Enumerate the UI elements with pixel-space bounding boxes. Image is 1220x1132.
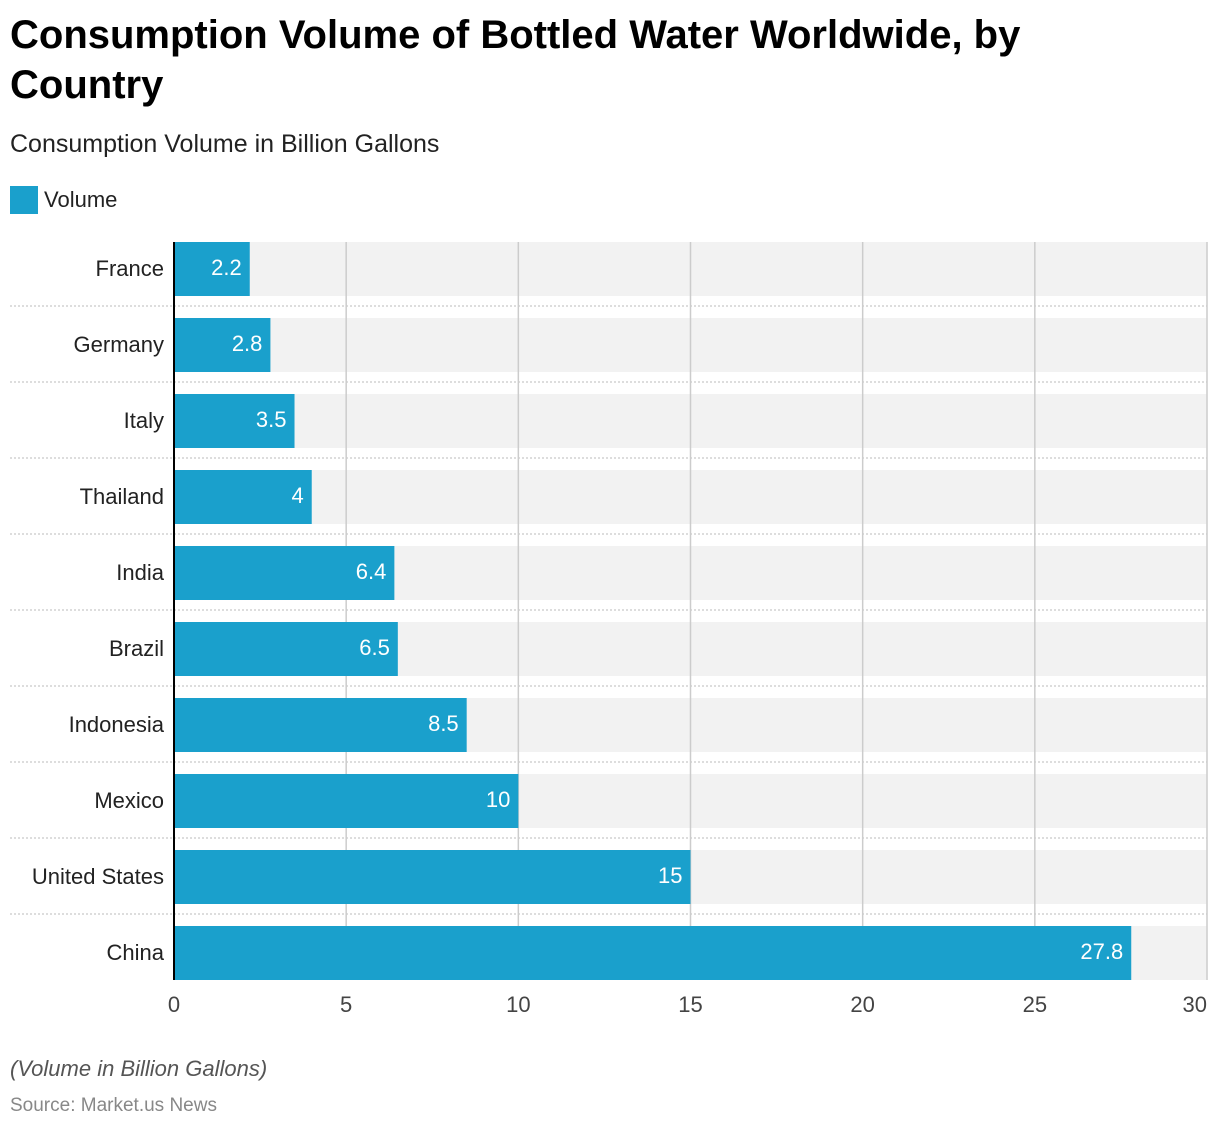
- bar: [174, 774, 519, 828]
- x-tick-label: 5: [340, 992, 352, 1017]
- value-label: 6.5: [359, 635, 390, 660]
- bar: [174, 698, 467, 752]
- bar: [174, 242, 250, 296]
- note: (Volume in Billion Gallons): [10, 1056, 268, 1081]
- legend-label: Volume: [44, 187, 118, 212]
- x-tick-label: 15: [678, 992, 702, 1017]
- x-tick-label: 20: [850, 992, 874, 1017]
- y-tick-label: Mexico: [94, 788, 164, 813]
- x-tick-label: 10: [506, 992, 530, 1017]
- value-label: 15: [658, 863, 682, 888]
- bar: [174, 850, 691, 904]
- chart: 2.2 2.8 3.5 4 6.4 6.5 8.5 10 15 27.8 0 5 10 15 20 25 30 F…: [10, 242, 1208, 1017]
- bar: [174, 394, 295, 448]
- chart-title: Consumption Volume of Bottled Water Worl…: [10, 13, 1021, 107]
- value-label: 10: [486, 787, 510, 812]
- y-tick-label: Thailand: [80, 484, 164, 509]
- y-tick-label: France: [96, 256, 164, 281]
- value-label: 2.2: [211, 255, 242, 280]
- bar: [174, 470, 312, 524]
- y-tick-label: China: [107, 940, 165, 965]
- legend: Volume: [10, 186, 117, 214]
- legend-swatch: [10, 186, 38, 214]
- x-tick-label: 0: [168, 992, 180, 1017]
- bar: [174, 926, 1132, 980]
- value-label: 6.4: [356, 559, 387, 584]
- x-tick-label: 30: [1183, 992, 1207, 1017]
- y-tick-label: Germany: [74, 332, 164, 357]
- y-tick-label: Brazil: [109, 636, 164, 661]
- y-tick-label: United States: [32, 864, 164, 889]
- bars: 2.2 2.8 3.5 4 6.4 6.5 8.5 10 15 27.8: [174, 242, 1132, 980]
- y-tick-label: India: [116, 560, 164, 585]
- grid: [345, 242, 1208, 980]
- bar: [174, 546, 395, 600]
- bar: [174, 318, 271, 372]
- value-label: 2.8: [232, 331, 263, 356]
- x-tick-label: 25: [1023, 992, 1047, 1017]
- value-label: 3.5: [256, 407, 287, 432]
- y-tick-label: Italy: [124, 408, 164, 433]
- bar: [174, 622, 398, 676]
- value-label: 8.5: [428, 711, 459, 736]
- chart-subtitle: Consumption Volume in Billion Gallons: [10, 130, 440, 158]
- value-label: 27.8: [1080, 939, 1123, 964]
- source: Source: Market.us News: [10, 1095, 217, 1116]
- value-label: 4: [291, 483, 303, 508]
- y-tick-label: Indonesia: [69, 712, 165, 737]
